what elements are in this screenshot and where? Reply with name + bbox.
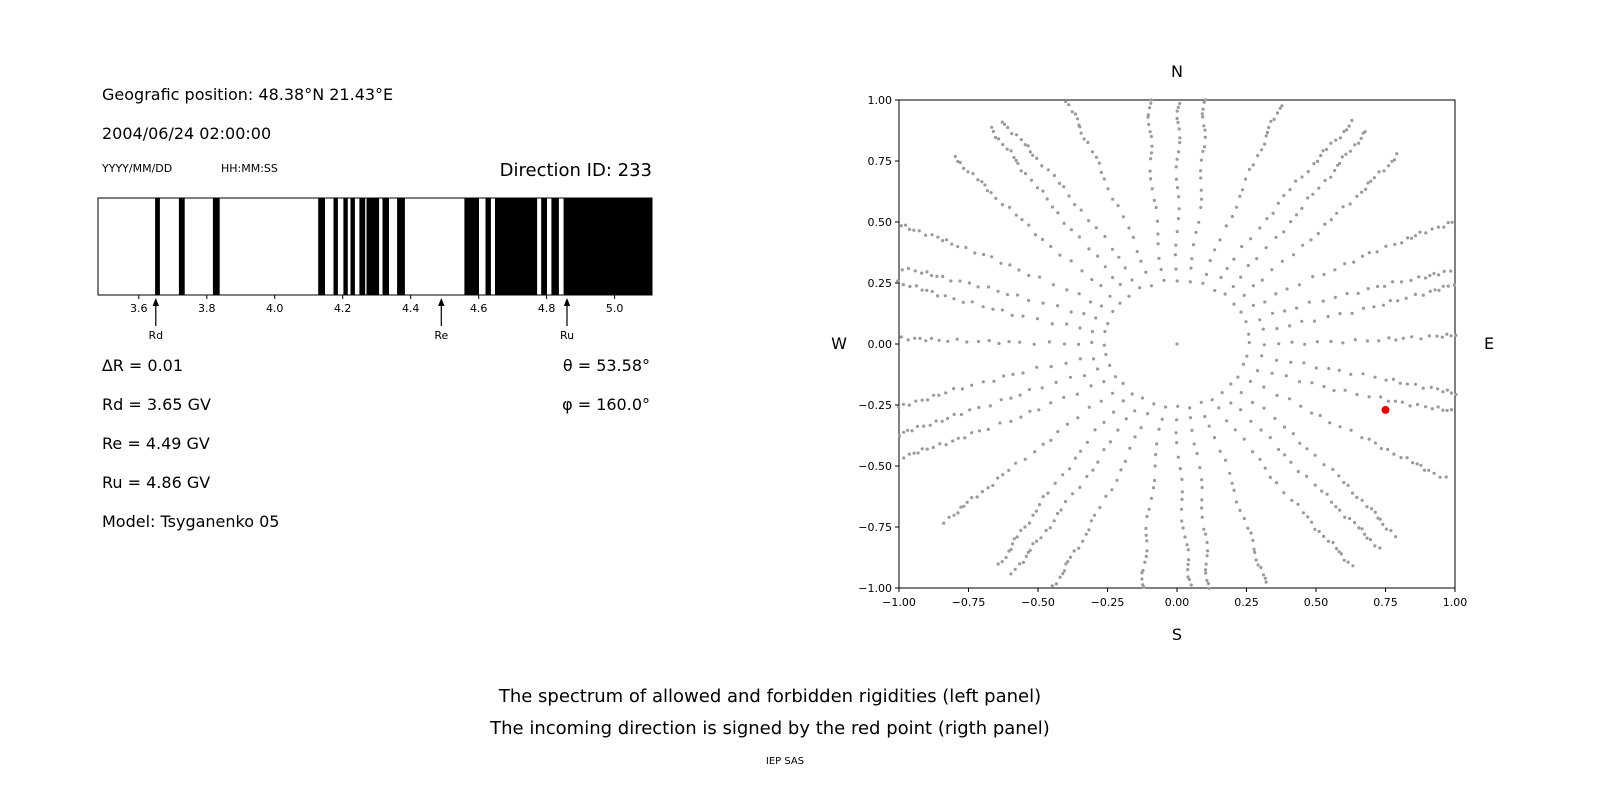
model-name: Model: Tsyganenko 05	[102, 512, 280, 531]
ru-value: Ru = 4.86 GV	[102, 473, 211, 492]
caption-line2: The incoming direction is signed by the …	[490, 718, 1050, 739]
direction-id: Direction ID: 233	[499, 160, 652, 181]
rigidity-band	[551, 198, 559, 295]
x-tick-label: −1.00	[882, 596, 916, 609]
y-tick-label: −0.25	[858, 399, 892, 412]
rigidity-band	[563, 198, 652, 295]
spectrum-tick-label: 4.2	[334, 302, 352, 315]
incoming-direction-red-point	[1381, 405, 1390, 414]
x-tick-label: −0.75	[952, 596, 986, 609]
credit-label: IEP SAS	[765, 756, 805, 767]
spectrum-plot: 3.6 3.8 4.0 4.2 4.4 4.6 4.8 5.0 Rd Re Ru	[97, 197, 653, 342]
ru-arrowhead	[563, 298, 571, 306]
x-tick-label: −0.25	[1091, 596, 1125, 609]
rd-arrowhead	[152, 298, 159, 306]
spectrum-tick-label: 3.6	[130, 302, 148, 315]
rigidity-band	[359, 198, 366, 295]
asymptotic-direction-dots	[896, 98, 1458, 590]
caption-line1: The spectrum of allowed and forbidden ri…	[498, 686, 1042, 707]
spectrum-tick-label: 4.4	[402, 302, 420, 315]
x-tick-label: −0.50	[1021, 596, 1055, 609]
rigidity-band	[485, 198, 491, 295]
geographic-position: Geografic position: 48.38°N 21.43°E	[102, 85, 394, 104]
re-value: Re = 4.49 GV	[102, 434, 210, 453]
rd-arrow-label: Rd	[148, 329, 163, 342]
y-tick-label: 0.00	[868, 338, 893, 351]
compass-west-label: W	[831, 334, 847, 353]
rigidity-band	[333, 198, 338, 295]
rigidity-band	[397, 198, 405, 295]
y-tick-label: 0.50	[868, 216, 893, 229]
compass-south-label: S	[1172, 625, 1182, 644]
rigidity-band	[382, 198, 389, 295]
theta-value: θ = 53.58°	[562, 356, 650, 375]
rd-value: Rd = 3.65 GV	[102, 395, 211, 414]
center-dot	[1175, 342, 1179, 346]
spectrum-tick-label: 4.0	[266, 302, 284, 315]
spectrum-tick-label: 4.6	[470, 302, 488, 315]
phi-value: φ = 160.0°	[562, 395, 650, 414]
compass-north-label: N	[1171, 62, 1183, 81]
spectrum-tick-label: 4.8	[538, 302, 556, 315]
re-arrow-label: Re	[434, 329, 448, 342]
rigidity-band	[541, 198, 547, 295]
x-tick-label: 1.00	[1443, 596, 1468, 609]
rigidity-band	[155, 198, 160, 295]
compass-east-label: E	[1484, 334, 1494, 353]
rigidity-band	[350, 198, 355, 295]
rigidity-band	[366, 198, 380, 295]
rigidity-band	[178, 198, 185, 295]
y-tick-label: −0.50	[858, 460, 892, 473]
rigidity-band	[318, 198, 325, 295]
y-tick-label: 0.25	[868, 277, 893, 290]
date-format-label: YYYY/MM/DD	[102, 162, 173, 175]
y-tick-label: −1.00	[858, 582, 892, 595]
spectrum-tick-label: 5.0	[606, 302, 624, 315]
datetime: 2004/06/24 02:00:00	[102, 124, 272, 143]
rigidity-band	[343, 198, 348, 295]
y-tick-label: −0.75	[858, 521, 892, 534]
direction-plot: −1.00 −0.75 −0.50 −0.25 0.00 0.25 0.50 0.75 1.00…	[831, 62, 1494, 644]
ru-arrow-label: Ru	[560, 329, 574, 342]
rigidity-band	[212, 198, 220, 295]
re-arrowhead	[438, 298, 445, 306]
rigidity-band	[464, 198, 479, 295]
y-tick-label: 0.75	[868, 155, 893, 168]
x-tick-label: 0.25	[1234, 596, 1259, 609]
spectrum-tick-label: 3.8	[198, 302, 216, 315]
x-tick-label: 0.75	[1373, 596, 1398, 609]
rigidity-band	[495, 198, 538, 295]
delta-r-value: ∆R = 0.01	[102, 356, 184, 375]
y-tick-label: 1.00	[868, 94, 893, 107]
x-tick-label: 0.50	[1304, 596, 1329, 609]
time-format-label: HH:MM:SS	[221, 162, 278, 175]
x-tick-label: 0.00	[1165, 596, 1190, 609]
